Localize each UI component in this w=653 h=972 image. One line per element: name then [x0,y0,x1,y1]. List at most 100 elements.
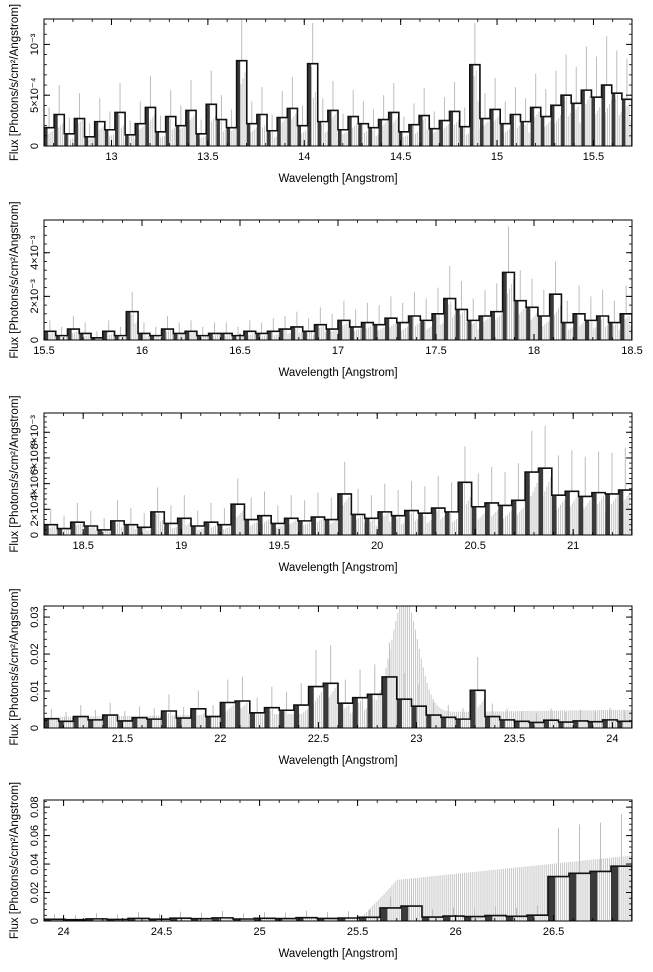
data-bar [611,866,619,921]
data-bar [110,520,116,535]
data-bar [571,103,575,146]
data-bar [175,125,180,146]
data-bar [411,706,417,728]
y-tick-label: 4×10⁻³ [29,466,41,501]
data-bar [525,472,530,535]
data-bar [398,131,403,146]
data-bar [591,97,595,146]
data-bar [44,718,50,728]
data-bar [104,129,109,146]
data-bar [590,871,598,921]
data-bar [44,127,48,146]
data-bar [573,313,578,340]
data-bar [235,701,241,728]
data-bar [317,918,325,921]
x-tick-label: 18.5 [621,345,642,357]
data-bar [587,721,594,728]
data-bar [404,510,410,535]
data-bar [581,90,585,146]
data-bar [573,720,579,728]
data-bar [367,694,373,728]
plot-area [44,226,632,340]
data-bar [551,495,557,535]
data-bar [264,707,270,728]
chart-panel-1: 13 13.5 14 14.5 15 15.5 0 5×10⁻⁴ 10⁻³ Wavelength … [9,4,633,185]
data-bar [429,128,433,146]
x-tick-label: 26 [449,926,461,938]
data-bar [502,272,507,340]
data-bar [275,918,283,921]
y-tick-label: 0.02 [29,643,41,664]
data-bar [216,119,220,146]
x-tick-label: 16 [136,345,148,357]
x-tick-label: 24.5 [151,926,172,938]
data-bar [44,331,49,340]
x-tick-label: 25.5 [347,926,368,938]
y-tick-label: 0 [29,337,41,343]
data-bar [440,717,447,728]
data-bar [459,126,464,146]
x-tick-label: 15.5 [33,345,54,357]
data-bar [323,683,329,728]
data-bar [471,506,477,535]
x-tick-label: 15.5 [583,151,604,163]
data-bar [79,333,84,340]
data-bar [74,118,78,146]
data-bar [137,527,143,535]
data-bar [161,329,166,340]
data-bar [94,121,99,146]
data-bar [485,716,491,728]
data-bar [490,311,495,340]
data-bar [135,123,139,146]
data-bar [254,918,262,921]
data-bar [232,335,237,340]
data-bar [621,99,626,146]
data-bar [338,129,342,146]
y-axis-title: Flux [Photons/s/cm²/Angstrom] [9,395,21,552]
y-tick-label: 0 [29,143,41,149]
x-tick-label: 22 [214,733,226,745]
data-bar [569,873,577,921]
data-bar [185,331,190,340]
data-bar [126,311,131,340]
x-tick-label: 23 [410,733,422,745]
data-bar [408,316,413,340]
data-bar [351,514,357,535]
data-bar [418,513,423,535]
data-bar [249,712,255,728]
data-bar [314,324,319,340]
data-bar [490,109,494,146]
data-bar [307,63,312,146]
data-bar [584,320,590,340]
data-bar [443,298,448,340]
data-bar [439,120,443,146]
data-bar [102,331,107,340]
data-bar [246,123,251,146]
y-tick-label: 8×10⁻³ [29,415,41,450]
data-bar [558,722,564,728]
data-bar [550,105,555,146]
data-bar [578,496,584,535]
data-bar [498,505,504,535]
data-bar [117,720,123,728]
data-bar [419,115,423,146]
data-bar [64,133,68,146]
x-tick-label: 20 [371,540,383,552]
data-bar [368,127,372,146]
data-bar [164,523,169,535]
data-bar [217,524,223,535]
data-bar [124,524,129,535]
x-tick-label: 22.5 [308,733,329,745]
data-bar [138,333,143,340]
data-bar [212,917,220,921]
data-bar [233,919,241,921]
data-bar [205,716,211,728]
data-bar [352,697,358,728]
data-bar [458,482,463,535]
data-bar [391,515,397,535]
data-bar [220,333,225,340]
y-tick-label: 0 [29,918,41,924]
data-bar [479,118,484,146]
data-bar [196,133,200,146]
data-bar [297,125,301,146]
